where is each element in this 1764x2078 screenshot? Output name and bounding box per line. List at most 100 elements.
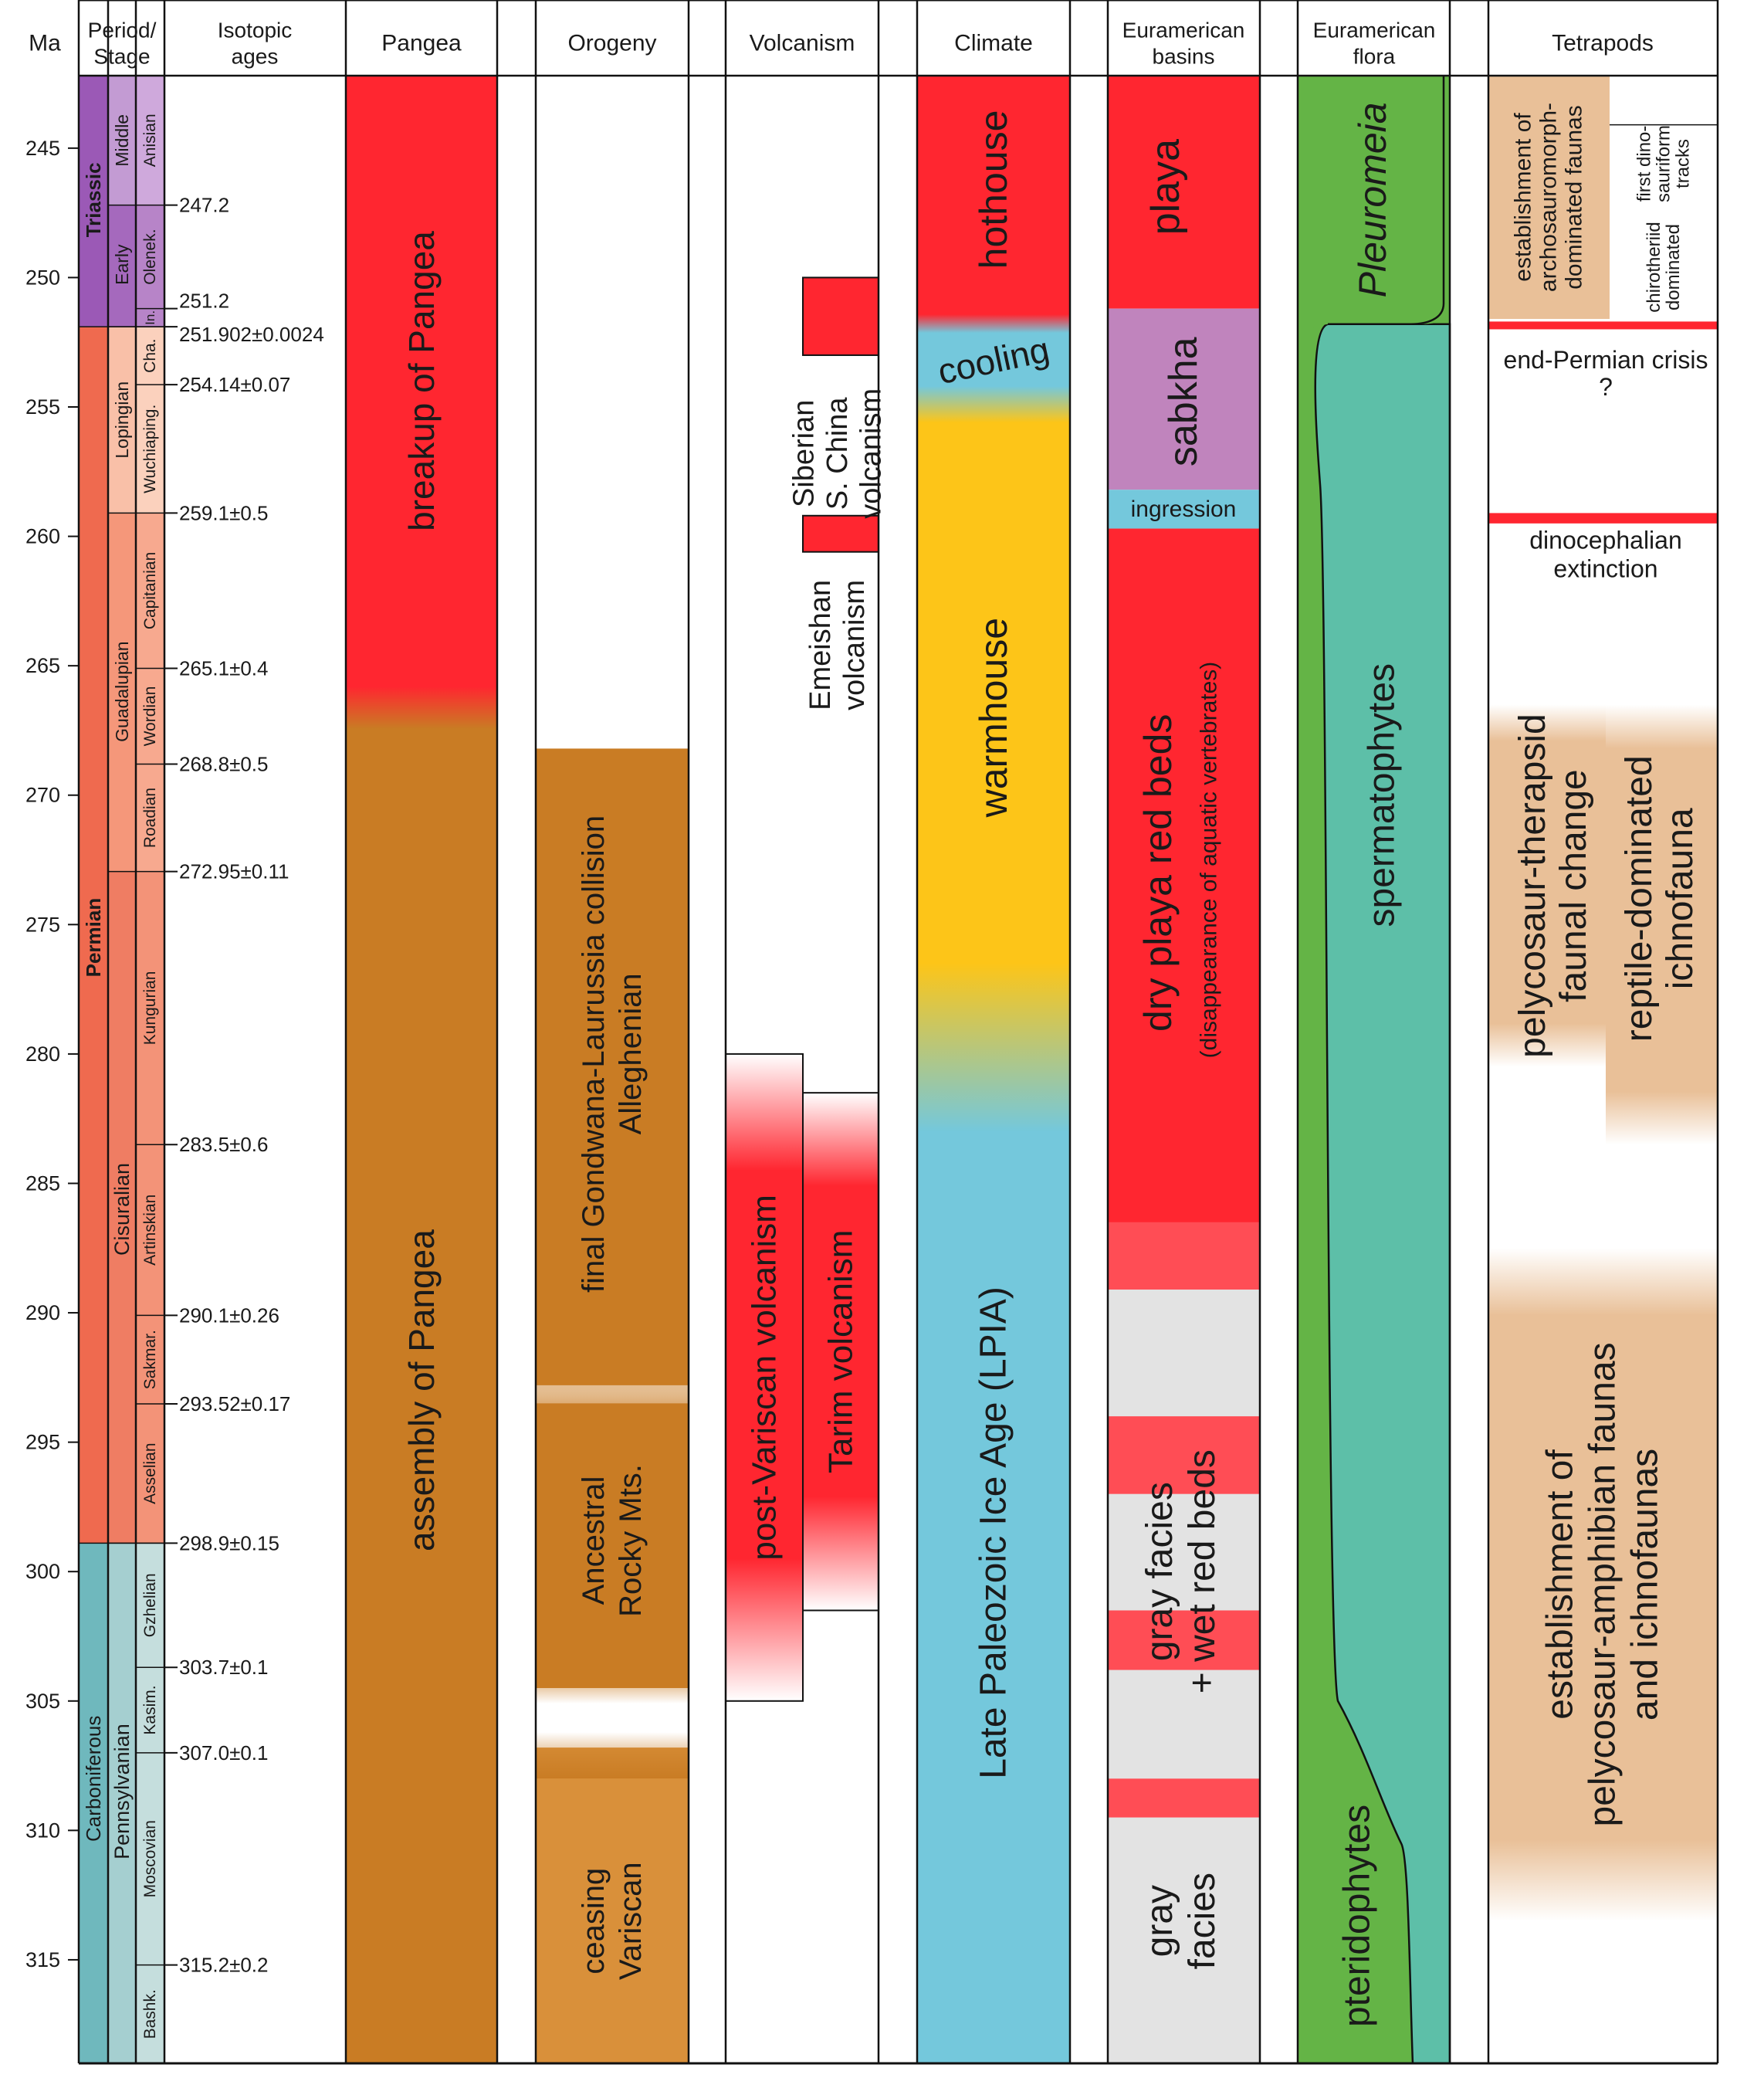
basin-wet-red-band-1 [1108,1610,1260,1670]
basin-playa-label: playa [1143,139,1188,235]
stage-kungurian [136,871,164,1145]
basin-ingression-label-group: ingression [1131,497,1237,522]
tetrapod-chirotheriid-label-line-1: dominated [1663,224,1684,310]
orogeny-ancestral-rockies-label-line-1: Rocky Mts. [614,1464,648,1617]
volcanism-emeishan-label-group: Emeishan volcanism [804,580,871,710]
stage-label-kungurian-group: Kungurian [141,971,159,1046]
flora-pleuromeia-label: Pleuromeia [1351,102,1394,297]
volcanism-post-variscan-label: post-Variscan volcanism [746,1195,784,1561]
climate-header: Climate [954,31,1033,56]
stage-label-bashk: Bashk. [141,1989,159,2039]
volcanism-siberian-bar [802,276,879,356]
stage-cha [136,327,164,385]
epoch-label-pennsylvanian: Pennsylvanian [110,1724,134,1859]
ma-tick-label-315: 315 [25,1948,60,1971]
flora-pleuromeia-area [1298,76,1450,335]
stage-kasim [136,1667,164,1753]
volcanism-siberian-label-group: Siberian S. China volcanism [787,388,887,519]
stage-label-kasim-group: Kasim. [141,1685,159,1734]
stage-asselian [136,1404,164,1544]
climate-lpia-label: Late Paleozoic Ice Age (LPIA) [973,1286,1014,1779]
ma-tick-label-280: 280 [25,1042,60,1066]
pangea-assembly-label: assembly of Pangea [401,1229,442,1551]
stage-wuchiaping [136,385,164,514]
volcanism-post-variscan-label-group: post-Variscan volcanism [746,1195,784,1561]
orogeny-bar-1 [536,1403,689,1689]
isotopic-age-label-12: 303.7±0.1 [179,1656,268,1679]
epoch-label-cisuralian: Cisuralian [110,1163,134,1256]
ma-tick-label-300: 300 [25,1560,60,1583]
orogeny-bar-0 [536,748,689,1385]
stage-gzhelian [136,1543,164,1668]
stage-label-in-group: In. [143,310,157,325]
isotopic-age-label-13: 307.0±0.1 [179,1741,268,1764]
climate-bar-hothouse [917,76,1070,320]
isotopic-age-label-2: 251.902±0.0024 [179,323,324,346]
tetrapod-dinocephalian-label-line-1: extinction [1553,554,1657,582]
tetrapod-dinosauriform-label-line-2: tracks [1673,139,1694,188]
epoch-middle [108,76,136,205]
volcanism-emeishan-label-line-1: volcanism [838,580,871,710]
climate-bar-warmhouse [917,407,1070,1042]
basin-dry-playa-label: dry playa red beds [1136,714,1180,1032]
volcanism-siberian-label-line-2: volcanism [855,388,888,519]
stage-label-cha: Cha. [141,338,159,372]
fill-layer [79,76,1718,2065]
epoch-guadalupian [108,513,136,872]
tetrapod-reptile-ichnofauna-bar [1606,704,1718,1145]
isotopic-age-label-5: 265.1±0.4 [179,657,268,680]
isotopic-age-label-1: 251.2 [179,290,229,313]
climate-header-group: Climate [954,31,1033,56]
pangea-assembly-label-group: assembly of Pangea [401,1229,442,1551]
epoch-label-middle: Middle [112,114,132,167]
orogeny-header: Orogeny [567,31,656,56]
stage-label-wuchiaping-group: Wuchiaping. [141,405,159,493]
epoch-pennsylvanian [108,1543,136,2063]
basin-bar-ingression [1108,490,1260,529]
ma-tick-label-255: 255 [25,395,60,419]
basin-wet-red-band-0 [1108,1416,1260,1494]
stage-label-olenek: Olenek. [141,229,159,284]
tetrapod-dinosauriform-label-line-1: sauriform [1654,125,1674,202]
basin-gray-wet-label-group: gray facies + wet red beds [1139,1449,1223,1693]
ma-tick-label-250: 250 [25,266,60,289]
flora-spermatophytes-label: spermatophytes [1362,663,1403,927]
basin-gray-facies-label-line-1: facies [1182,1873,1223,1969]
ma-tick-label-260: 260 [25,525,60,548]
stage-label-capitanian-group: Capitanian [141,552,159,629]
orogeny-header-group: Orogeny [567,31,656,56]
line-layer [68,0,1719,2065]
tetrapod-pelycosaur-amphibian-label-line-1: pelycosaur-amphibian faunas [1583,1342,1623,1826]
tetrapod-pelycosaur-therapsid-label-line-0: pelycosaur-therapsid [1512,714,1553,1058]
isotopic-age-label-11: 298.9±0.15 [179,1531,279,1554]
basin-dry-playa-sublabel-group: (disappearance of aquatic vertebrates) [1197,662,1222,1059]
period-carboniferous [79,1543,108,2063]
orogeny-ancestral-rockies-label-group: Ancestral Rocky Mts. [577,1464,648,1617]
ma-tick-label-245: 245 [25,137,60,160]
climate-fade-2 [917,963,1070,1132]
tetrapod-reptile-ichnofauna-label-line-0: reptile-dominated [1619,755,1660,1042]
orogeny-variscan-label-line-0: ceasing [577,1868,611,1975]
pangea-assembly-bar [346,694,497,2063]
ma-tick-label-265: 265 [25,654,60,677]
basin-dry-playa-label-group: dry playa red beds [1136,714,1180,1032]
stage-label-bashk-group: Bashk. [141,1989,159,2039]
stage-label-gzhelian-group: Gzhelian [141,1573,159,1637]
orogeny-fade-2 [536,1665,689,1704]
basin-sabkha-label: sabkha [1161,337,1206,466]
ma-axis-header-group: Ma [29,31,61,56]
flora-pteridophytes-label: pteridophytes [1337,1805,1378,2027]
orogeny-variscan-label-line-1: Variscan [614,1862,648,1980]
flora-spermatophytes-area [1314,323,1451,2065]
epoch-cisuralian [108,871,136,1544]
isotopic-age-label-9: 290.1±0.26 [179,1303,279,1327]
climate-lpia-label-group: Late Paleozoic Ice Age (LPIA) [973,1286,1014,1779]
volcanism-tarim-bar [802,1092,879,1612]
tetrapod-archosauromorph-label-group: establishment of archosauromorph-dominate… [1511,103,1587,292]
tetrapod-pelycosaur-amphibian-label-line-0: establishment of [1539,1449,1580,1720]
basin-gray-facies-label-group: gray facies [1139,1873,1223,1969]
